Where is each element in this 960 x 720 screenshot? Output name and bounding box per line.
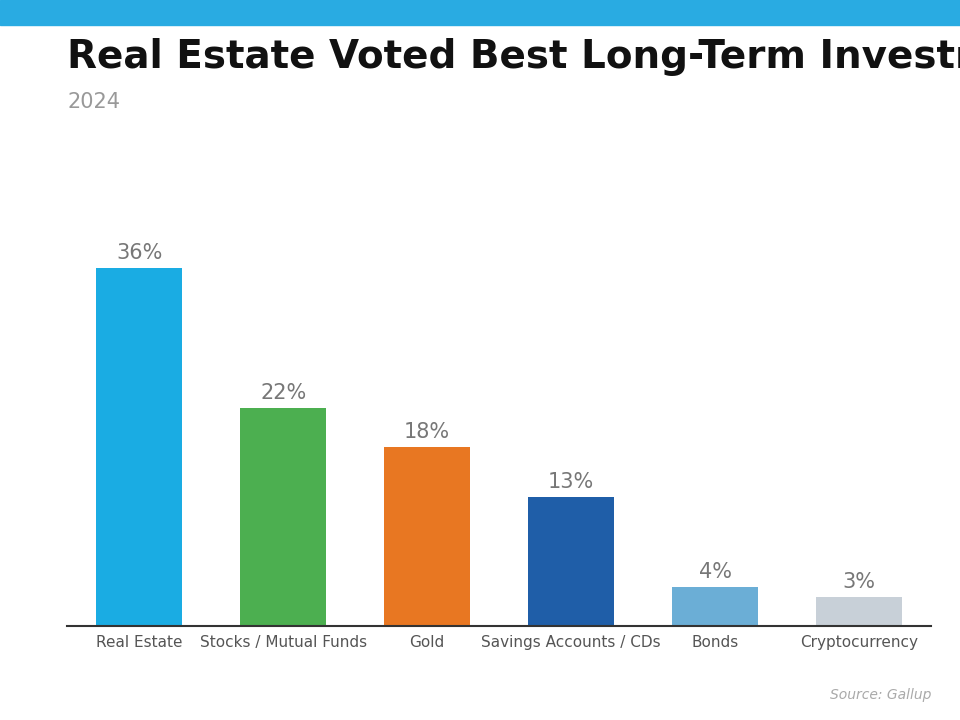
Text: 13%: 13%: [548, 472, 594, 492]
Text: 4%: 4%: [699, 562, 732, 582]
Text: 18%: 18%: [404, 423, 450, 443]
Bar: [672, 587, 758, 626]
Text: Source: Gallup: Source: Gallup: [829, 688, 931, 702]
Text: 2024: 2024: [67, 91, 120, 112]
Bar: [528, 497, 614, 626]
Text: 36%: 36%: [116, 243, 162, 264]
Bar: [816, 597, 902, 626]
Text: 3%: 3%: [843, 572, 876, 592]
Bar: [384, 447, 470, 626]
Bar: [240, 408, 326, 626]
Bar: [96, 269, 182, 626]
Text: 22%: 22%: [260, 383, 306, 402]
Text: Real Estate Voted Best Long-Term Investment: Real Estate Voted Best Long-Term Investm…: [67, 37, 960, 76]
